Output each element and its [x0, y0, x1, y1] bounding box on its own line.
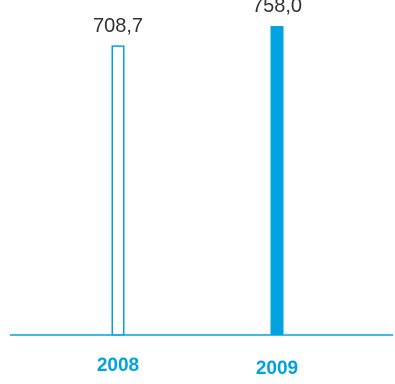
category-label-2008: 2008 — [97, 355, 139, 376]
bar-2009 — [270, 26, 284, 336]
category-label-2009: 2009 — [256, 358, 298, 379]
value-label-2009: 758,0 — [252, 0, 302, 17]
labels-layer: 708,7 2008 758,0 2009 — [93, 0, 302, 379]
value-label-2008: 708,7 — [93, 15, 143, 37]
bars-layer — [111, 26, 284, 336]
bar-2008 — [111, 45, 125, 336]
